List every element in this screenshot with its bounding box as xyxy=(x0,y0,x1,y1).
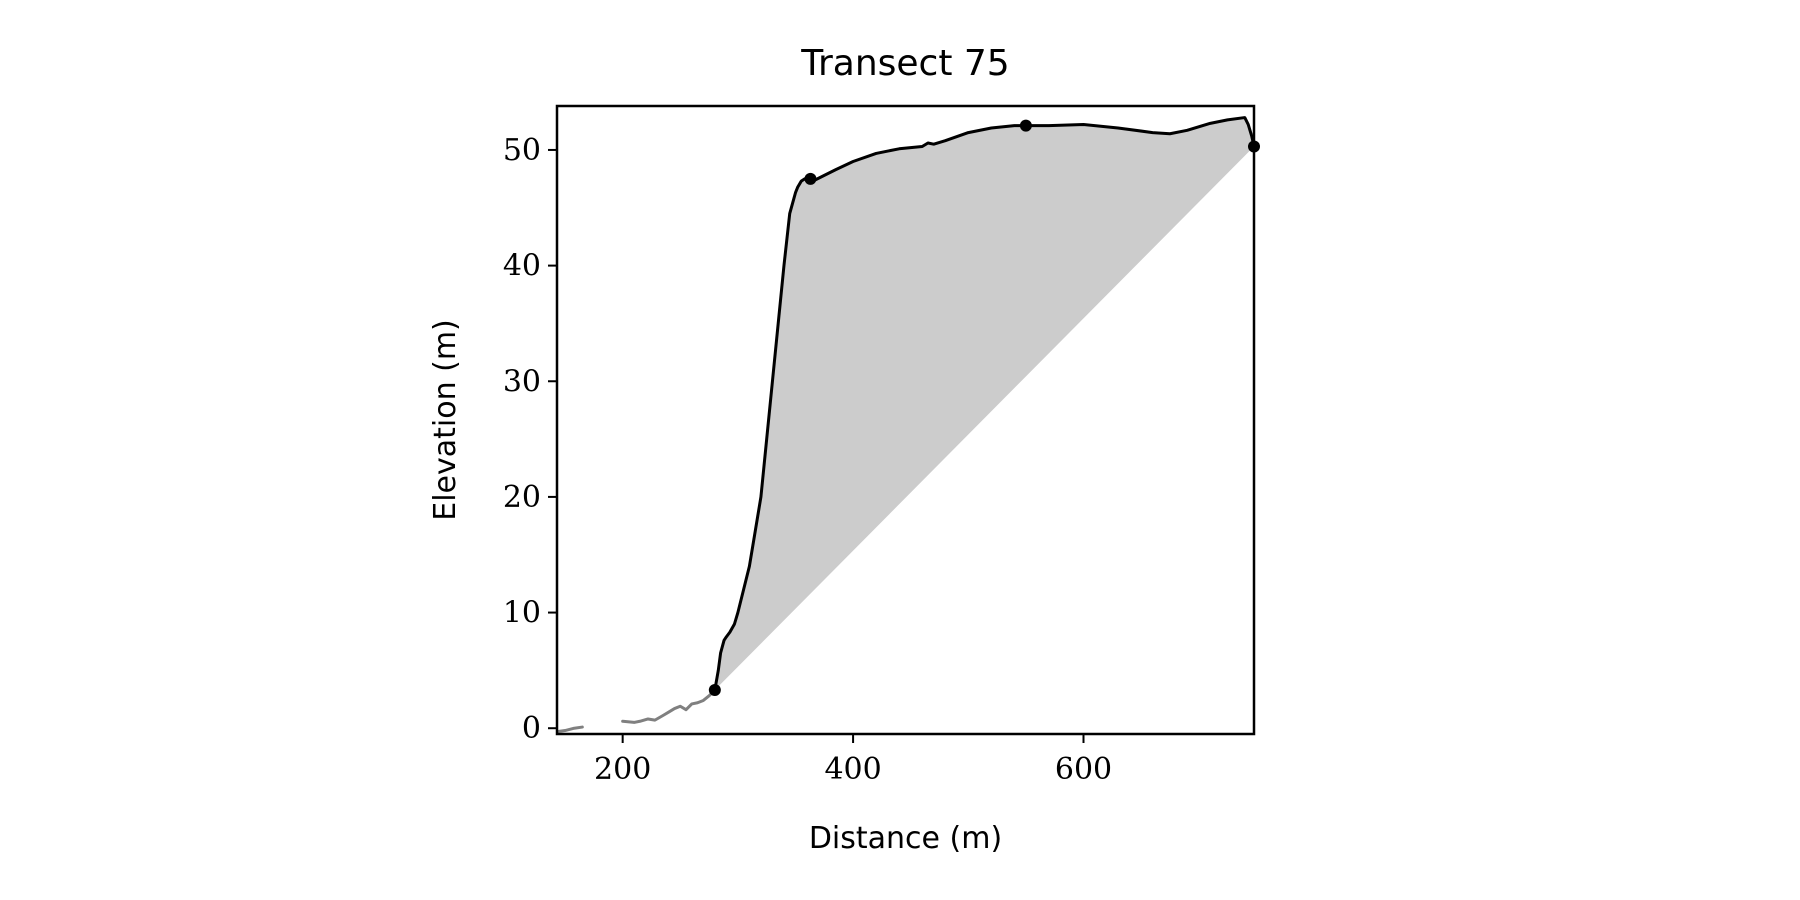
y-tick-label: 50 xyxy=(503,133,541,168)
x-tick-label: 400 xyxy=(824,752,881,787)
chart-title: Transect 75 xyxy=(800,43,1009,84)
y-tick-label: 20 xyxy=(503,480,541,515)
outside-profile-line-1 xyxy=(621,688,717,724)
outside-profile-line-0 xyxy=(557,725,584,734)
x-tick-label: 600 xyxy=(1055,752,1112,787)
y-tick-label: 10 xyxy=(503,596,541,631)
axes-frame xyxy=(555,104,1256,736)
y-tick-label: 40 xyxy=(503,249,541,284)
profile-line xyxy=(713,116,1254,692)
x-axis-label: Distance (m) xyxy=(809,821,1002,856)
point-marker xyxy=(708,684,721,697)
point-marker xyxy=(804,172,817,185)
y-axis-label: Elevation (m) xyxy=(428,319,463,521)
y-tick-label: 30 xyxy=(503,364,541,399)
x-tick-label: 200 xyxy=(594,752,651,787)
y-tick-label: 0 xyxy=(522,711,541,746)
point-marker xyxy=(1019,119,1032,132)
axis-ticks: 200 400 600 0 10 20 30 40 50 xyxy=(503,133,1112,787)
area-fill xyxy=(714,117,1254,691)
plot-area xyxy=(557,116,1260,734)
